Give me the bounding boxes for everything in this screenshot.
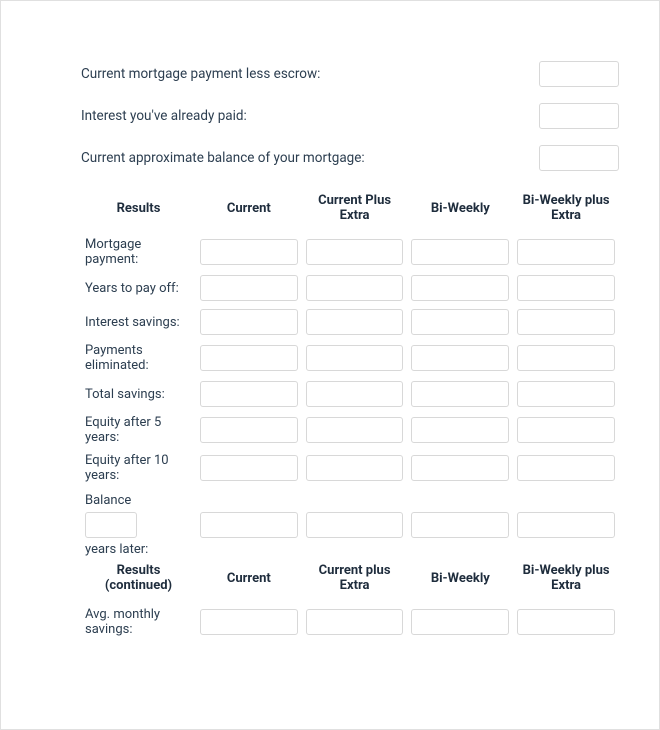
label-payment-less-escrow: Current mortgage payment less escrow: [81,66,539,82]
input-interest-savings-biweekly-plus-extra[interactable] [517,309,615,335]
input-payments-eliminated-biweekly[interactable] [411,345,509,371]
input-equity-5-current-plus-extra[interactable] [306,417,404,443]
label-years-to-pay-off: Years to pay off: [81,271,196,305]
input-total-savings-current[interactable] [200,381,298,407]
input-mortgage-payment-current-plus-extra[interactable] [306,239,404,265]
label-interest-paid: Interest you've already paid: [81,108,539,124]
input-total-savings-biweekly-plus-extra[interactable] [517,381,615,407]
label-equity-5: Equity after 5 years: [81,411,196,449]
input-balance-biweekly[interactable] [411,512,509,538]
header-results: Results [81,187,196,233]
header-continued-current: Current [196,557,302,603]
row-years-to-pay-off: Years to pay off: [81,271,619,305]
input-years-to-pay-off-biweekly-plus-extra[interactable] [517,275,615,301]
row-payment-less-escrow: Current mortgage payment less escrow: [81,61,619,87]
input-current-balance[interactable] [539,145,619,171]
label-mortgage-payment: Mortgage payment: [81,233,196,271]
header-continued-biweekly-plus-extra: Bi-Weekly plus Extra [513,557,619,603]
input-mortgage-payment-biweekly[interactable] [411,239,509,265]
row-interest-savings: Interest savings: [81,305,619,339]
input-mortgage-payment-biweekly-plus-extra[interactable] [517,239,615,265]
input-total-savings-biweekly[interactable] [411,381,509,407]
row-balance-label-bottom: years later: [81,540,619,557]
input-payments-eliminated-current[interactable] [200,345,298,371]
row-payments-eliminated: Payments eliminated: [81,339,619,377]
row-current-balance: Current approximate balance of your mort… [81,145,619,171]
input-total-savings-current-plus-extra[interactable] [306,381,404,407]
input-payments-eliminated-biweekly-plus-extra[interactable] [517,345,615,371]
input-balance-current[interactable] [200,512,298,538]
input-equity-5-biweekly-plus-extra[interactable] [517,417,615,443]
label-interest-savings: Interest savings: [81,305,196,339]
input-payments-eliminated-current-plus-extra[interactable] [306,345,404,371]
label-payments-eliminated: Payments eliminated: [81,339,196,377]
input-payment-less-escrow[interactable] [539,61,619,87]
input-balance-years[interactable] [85,512,137,538]
input-mortgage-payment-current[interactable] [200,239,298,265]
results-table: Results Current Current Plus Extra Bi-We… [81,187,619,641]
label-equity-10: Equity after 10 years: [81,449,196,487]
label-current-balance: Current approximate balance of your mort… [81,150,539,166]
label-balance-top: Balance [81,487,196,510]
header-biweekly: Bi-Weekly [407,187,513,233]
header-results-continued: Results (continued) [81,557,196,603]
row-equity-10: Equity after 10 years: [81,449,619,487]
input-equity-10-current[interactable] [200,455,298,481]
input-interest-savings-biweekly[interactable] [411,309,509,335]
input-avg-monthly-savings-current-plus-extra[interactable] [306,609,404,635]
row-interest-paid: Interest you've already paid: [81,103,619,129]
input-equity-10-biweekly-plus-extra[interactable] [517,455,615,481]
input-avg-monthly-savings-biweekly-plus-extra[interactable] [517,609,615,635]
input-avg-monthly-savings-current[interactable] [200,609,298,635]
input-years-to-pay-off-biweekly[interactable] [411,275,509,301]
row-mortgage-payment: Mortgage payment: [81,233,619,271]
label-balance-bottom: years later: [81,540,196,557]
input-years-to-pay-off-current-plus-extra[interactable] [306,275,404,301]
input-equity-10-current-plus-extra[interactable] [306,455,404,481]
row-total-savings: Total savings: [81,377,619,411]
input-years-to-pay-off-current[interactable] [200,275,298,301]
row-balance-inputs [81,510,619,540]
input-interest-savings-current-plus-extra[interactable] [306,309,404,335]
input-equity-5-current[interactable] [200,417,298,443]
header-continued-biweekly: Bi-Weekly [407,557,513,603]
label-avg-monthly-savings: Avg. monthly savings: [81,603,196,641]
row-avg-monthly-savings: Avg. monthly savings: [81,603,619,641]
input-equity-5-biweekly[interactable] [411,417,509,443]
label-total-savings: Total savings: [81,377,196,411]
input-avg-monthly-savings-biweekly[interactable] [411,609,509,635]
header-continued-current-plus-extra: Current plus Extra [302,557,408,603]
mortgage-calculator-form: Current mortgage payment less escrow: In… [0,0,660,730]
header-biweekly-plus-extra: Bi-Weekly plus Extra [513,187,619,233]
row-equity-5: Equity after 5 years: [81,411,619,449]
row-balance-label: Balance [81,487,619,510]
header-current: Current [196,187,302,233]
header-current-plus-extra: Current Plus Extra [302,187,408,233]
input-equity-10-biweekly[interactable] [411,455,509,481]
input-balance-current-plus-extra[interactable] [306,512,404,538]
input-interest-paid[interactable] [539,103,619,129]
input-interest-savings-current[interactable] [200,309,298,335]
input-balance-biweekly-plus-extra[interactable] [517,512,615,538]
